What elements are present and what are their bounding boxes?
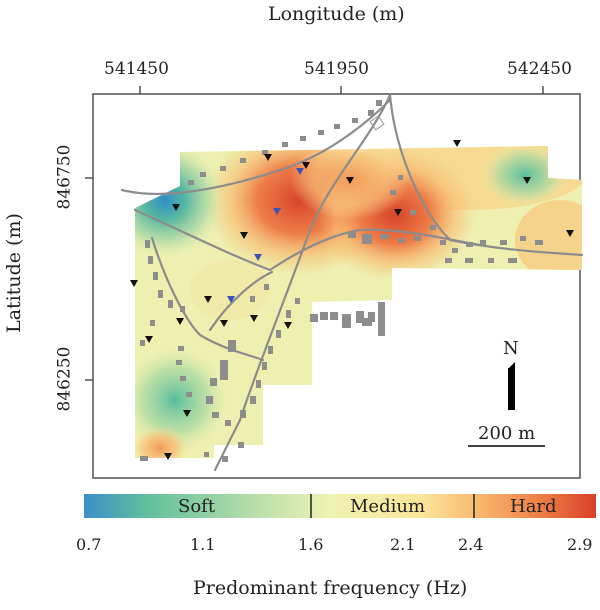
north-arrow-icon: [508, 362, 515, 410]
color-bar: [84, 494, 596, 518]
x-tick-label: 542450: [507, 59, 572, 79]
legend-category-hard: Hard: [510, 496, 557, 517]
colorbar-tick-label: 1.1: [190, 535, 216, 554]
scale-bar-label: 200 m: [478, 423, 536, 444]
buildings: [140, 100, 543, 462]
north-label: N: [503, 338, 519, 359]
colorbar-title: Predominant frequency (Hz): [193, 577, 468, 599]
blue-measurement-stations: [227, 168, 304, 303]
axis-ticks: [85, 86, 544, 381]
measurement-stations: [130, 140, 574, 460]
colorbar-tick-label: 0.7: [76, 535, 102, 554]
legend-category-soft: Soft: [178, 496, 216, 517]
y-tick-label: 846250: [54, 346, 75, 412]
x-tick-label: 541950: [304, 59, 369, 79]
left-axis-title: Latitude (m): [2, 213, 25, 333]
colorbar-tick-label: 2.1: [390, 535, 416, 554]
building-outline: [369, 115, 385, 131]
colorbar-tick-label: 1.6: [298, 535, 324, 554]
top-axis-title: Longitude (m): [268, 3, 405, 25]
roads: [120, 93, 584, 472]
x-tick-label: 541450: [104, 59, 169, 79]
legend-category-medium: Medium: [350, 496, 426, 517]
colorbar-tick-label: 2.9: [567, 535, 593, 554]
y-tick-label: 846750: [54, 144, 75, 210]
colorbar-tick-label: 2.4: [458, 535, 484, 554]
